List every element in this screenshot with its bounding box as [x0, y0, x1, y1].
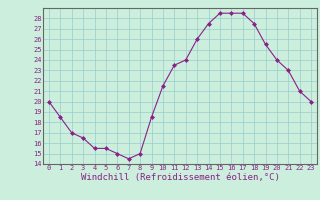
- X-axis label: Windchill (Refroidissement éolien,°C): Windchill (Refroidissement éolien,°C): [81, 173, 279, 182]
